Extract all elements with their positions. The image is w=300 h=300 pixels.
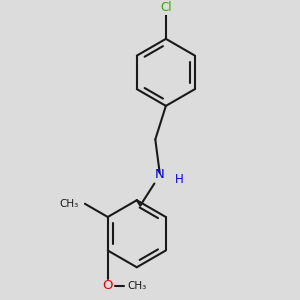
Text: CH₃: CH₃ <box>127 281 146 291</box>
Text: CH₃: CH₃ <box>59 199 79 209</box>
Text: Cl: Cl <box>160 2 172 14</box>
Text: N: N <box>155 168 165 181</box>
Text: H: H <box>175 173 184 186</box>
Text: O: O <box>103 279 113 292</box>
